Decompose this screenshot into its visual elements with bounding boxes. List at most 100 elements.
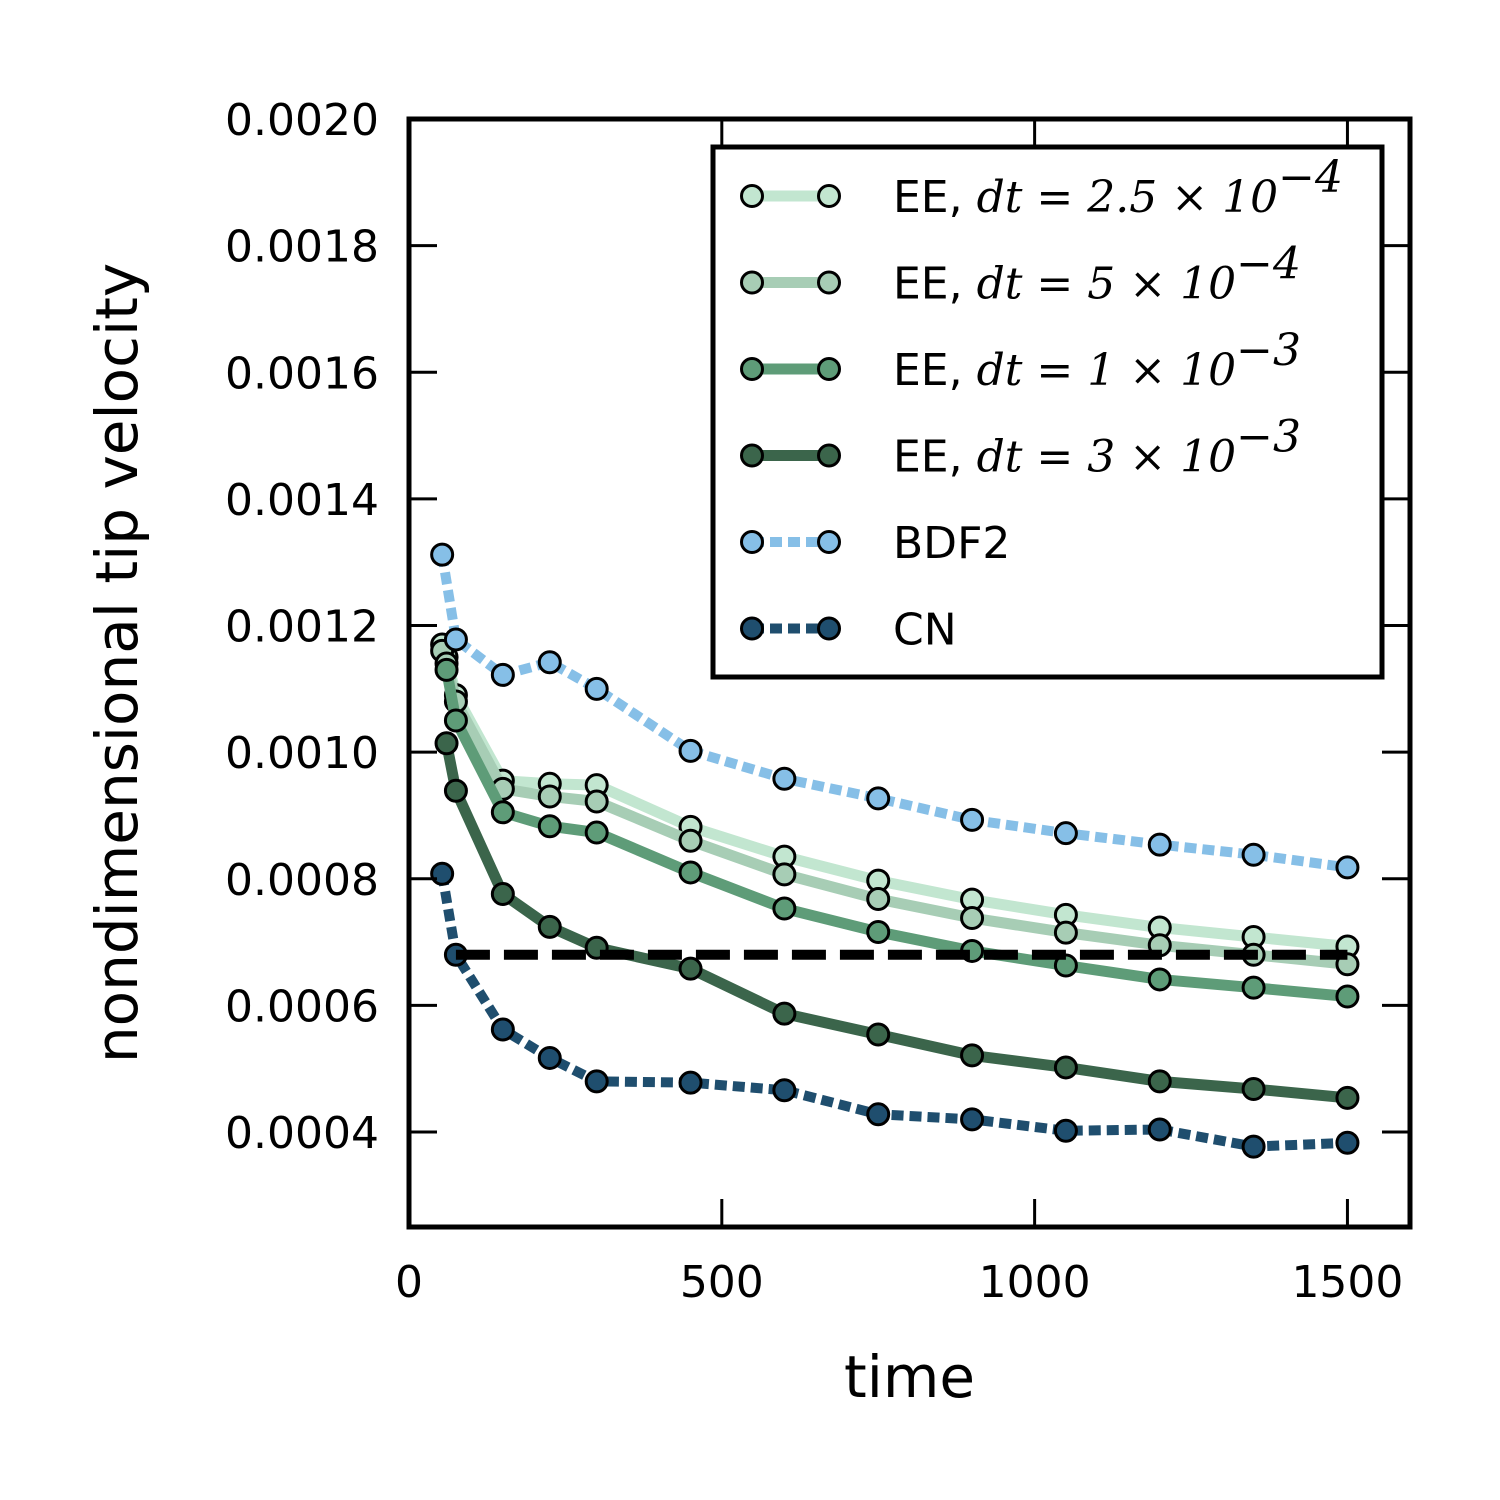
legend-box — [710, 144, 1385, 680]
ticks-layer: 0 500 1000 1500 0.0004 0.0006 0.0008 0.0010 0.00… — [225, 95, 1410, 1308]
data-point — [772, 1078, 797, 1103]
data-point — [584, 789, 609, 814]
y-tick-label: 0.0014 — [225, 475, 379, 526]
data-point — [772, 1001, 797, 1026]
series-layer — [430, 542, 1360, 1159]
data-point — [1147, 967, 1172, 992]
legend-marker — [740, 443, 764, 468]
data-point — [866, 786, 891, 811]
data-point — [584, 1069, 609, 1094]
data-point — [678, 828, 703, 853]
data-point — [584, 676, 609, 701]
data-point — [1053, 1118, 1078, 1143]
data-point — [960, 906, 985, 931]
legend-item: EE, dt = 2.5 × 10−4 — [740, 152, 1343, 223]
legend-marker — [817, 530, 841, 554]
data-point — [537, 814, 562, 839]
data-point — [866, 1022, 891, 1047]
x-tick-label: 1000 — [979, 1257, 1091, 1308]
series-4 — [430, 542, 1360, 880]
data-point — [960, 1043, 985, 1068]
legend-item: CN — [740, 605, 957, 656]
legend-label-prefix: EE, — [893, 432, 977, 483]
legend-label: BDF2 — [893, 518, 1010, 569]
legend-label-math: dt = 2.5 × 10 — [977, 172, 1279, 223]
data-point — [1335, 984, 1360, 1009]
legend-marker — [740, 530, 764, 554]
data-point — [490, 881, 515, 906]
x-tick-label: 1500 — [1291, 1257, 1403, 1308]
data-point — [678, 1070, 703, 1095]
x-tick-label: 500 — [680, 1257, 764, 1308]
legend: EE, dt = 2.5 × 10−4EE, dt = 5 × 10−4EE, … — [710, 144, 1385, 680]
data-point — [772, 862, 797, 887]
data-point — [434, 731, 459, 756]
data-point — [866, 919, 891, 944]
data-point — [434, 657, 459, 682]
y-tick-label: 0.0020 — [225, 95, 379, 146]
data-point — [1335, 1085, 1360, 1110]
data-point — [1147, 1117, 1172, 1142]
data-point — [1241, 842, 1266, 867]
data-point — [678, 956, 703, 981]
series-5 — [430, 861, 1360, 1159]
legend-label-exponent: −3 — [1236, 325, 1301, 376]
legend-marker — [740, 184, 764, 208]
legend-label-prefix: EE, — [893, 345, 977, 396]
legend-item: BDF2 — [740, 518, 1010, 569]
data-point — [443, 627, 468, 652]
legend-label-math: dt = 1 × 10 — [977, 345, 1237, 396]
plot-frame — [406, 116, 1413, 1230]
y-tick-label: 0.0018 — [225, 222, 379, 273]
data-point — [866, 1102, 891, 1127]
data-point — [430, 542, 455, 567]
data-point — [772, 766, 797, 791]
data-point — [1241, 975, 1266, 1000]
legend-label: EE, dt = 3 × 10−3 — [893, 412, 1301, 483]
legend-marker — [817, 184, 841, 208]
data-point — [537, 784, 562, 809]
legend-label-prefix: EE, — [893, 172, 977, 223]
data-point — [537, 650, 562, 675]
legend-label-prefix: EE, — [893, 259, 977, 310]
y-axis-label: nondimensional tip velocity — [83, 263, 151, 1063]
legend-marker — [740, 357, 764, 381]
y-tick-label: 0.0010 — [225, 728, 379, 779]
data-point — [1241, 1076, 1266, 1101]
y-tick-label: 0.0004 — [225, 1108, 379, 1159]
legend-marker — [817, 443, 841, 468]
legend-label: EE, dt = 5 × 10−4 — [893, 239, 1301, 310]
legend-label-exponent: −4 — [1278, 152, 1343, 203]
y-tick-label: 0.0006 — [225, 981, 379, 1032]
data-point — [584, 820, 609, 845]
data-point — [678, 860, 703, 885]
data-point — [1241, 1134, 1266, 1159]
legend-item: EE, dt = 3 × 10−3 — [740, 412, 1301, 483]
data-point — [1053, 821, 1078, 846]
legend-marker — [740, 616, 764, 641]
data-point — [866, 887, 891, 912]
legend-label: CN — [893, 605, 957, 656]
data-point — [1053, 1055, 1078, 1080]
data-point — [490, 662, 515, 687]
legend-marker — [817, 357, 841, 381]
data-point — [1053, 920, 1078, 945]
legend-marker — [817, 616, 841, 641]
data-point — [537, 914, 562, 939]
y-tick-label: 0.0008 — [225, 855, 379, 906]
legend-marker — [740, 270, 764, 295]
legend-label-exponent: −3 — [1236, 412, 1301, 463]
data-point — [443, 708, 468, 733]
legend-marker — [817, 270, 841, 295]
y-tick-label: 0.0012 — [225, 602, 379, 653]
data-point — [678, 738, 703, 763]
x-axis-label: time — [844, 1343, 975, 1411]
data-point — [960, 1107, 985, 1132]
x-tick-label: 0 — [395, 1257, 423, 1308]
data-point — [1147, 832, 1172, 857]
legend-item: EE, dt = 5 × 10−4 — [740, 239, 1301, 310]
data-point — [430, 861, 455, 886]
data-point — [1335, 1130, 1360, 1155]
legend-label-exponent: −4 — [1236, 239, 1301, 290]
